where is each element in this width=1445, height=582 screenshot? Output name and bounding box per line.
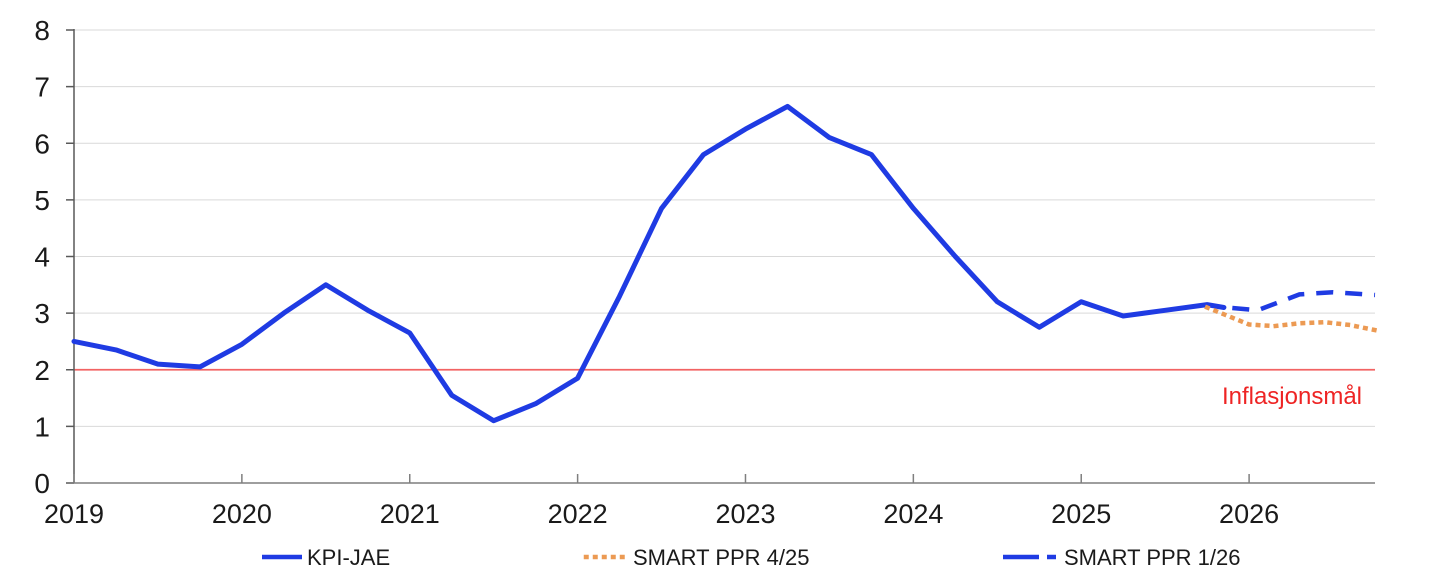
y-axis-tick-label: 5	[34, 185, 50, 216]
x-axis-tick-label: 2026	[1219, 499, 1279, 529]
x-axis-tick-label: 2024	[883, 499, 943, 529]
series-layer	[71, 103, 1378, 424]
axes-layer: 0 1 2 3 4 5 6 7 8 2019 2020 2021 2022 2023 2024 2025 202…	[34, 15, 1375, 529]
y-axis-tick-label: 6	[34, 128, 50, 159]
x-axis-tick-label: 2023	[715, 499, 775, 529]
x-axis-tick-label: 2020	[212, 499, 272, 529]
series-line-kpi-jae	[71, 103, 1227, 424]
legend-label-kpi-jae: KPI-JAE	[307, 545, 390, 570]
y-axis-tick-label: 1	[34, 411, 50, 442]
y-axis-tick-label: 4	[34, 242, 50, 273]
y-axis-tick-label: 7	[34, 72, 50, 103]
legend-label-smart-ppr-4-25: SMART PPR 4/25	[633, 545, 809, 570]
x-axis-tick-label: 2025	[1051, 499, 1111, 529]
legend-label-smart-ppr-1-26: SMART PPR 1/26	[1064, 545, 1240, 570]
x-axis-tick-label: 2019	[44, 499, 104, 529]
y-axis-tick-label: 2	[34, 355, 50, 386]
series-line-smart-ppr-1-26	[1232, 289, 1376, 313]
series-line-smart-ppr-4-25	[1204, 304, 1378, 333]
y-axis-tick-label: 3	[34, 298, 50, 329]
inflation-target-label: Inflasjonsmål	[1222, 383, 1362, 410]
y-axis-tick-label: 0	[34, 468, 50, 499]
chart-legend: KPI-JAE SMART PPR 4/25 SMART PPR 1/26	[262, 545, 1240, 570]
y-axis-tick-label: 8	[34, 15, 50, 46]
x-axis-tick-label: 2021	[380, 499, 440, 529]
x-axis-tick-label: 2022	[548, 499, 608, 529]
grid-layer	[74, 29, 1375, 427]
